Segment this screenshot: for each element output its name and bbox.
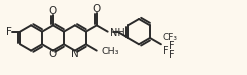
- Text: F: F: [163, 46, 169, 56]
- Text: O: O: [49, 49, 57, 59]
- Text: F: F: [6, 27, 12, 37]
- Text: O: O: [49, 6, 57, 16]
- Text: F: F: [169, 41, 175, 51]
- Text: CF₃: CF₃: [162, 33, 177, 42]
- Text: N: N: [71, 49, 79, 59]
- Text: F: F: [169, 50, 175, 60]
- Text: NH: NH: [110, 28, 124, 38]
- Text: CH₃: CH₃: [102, 47, 119, 56]
- Text: O: O: [93, 4, 101, 14]
